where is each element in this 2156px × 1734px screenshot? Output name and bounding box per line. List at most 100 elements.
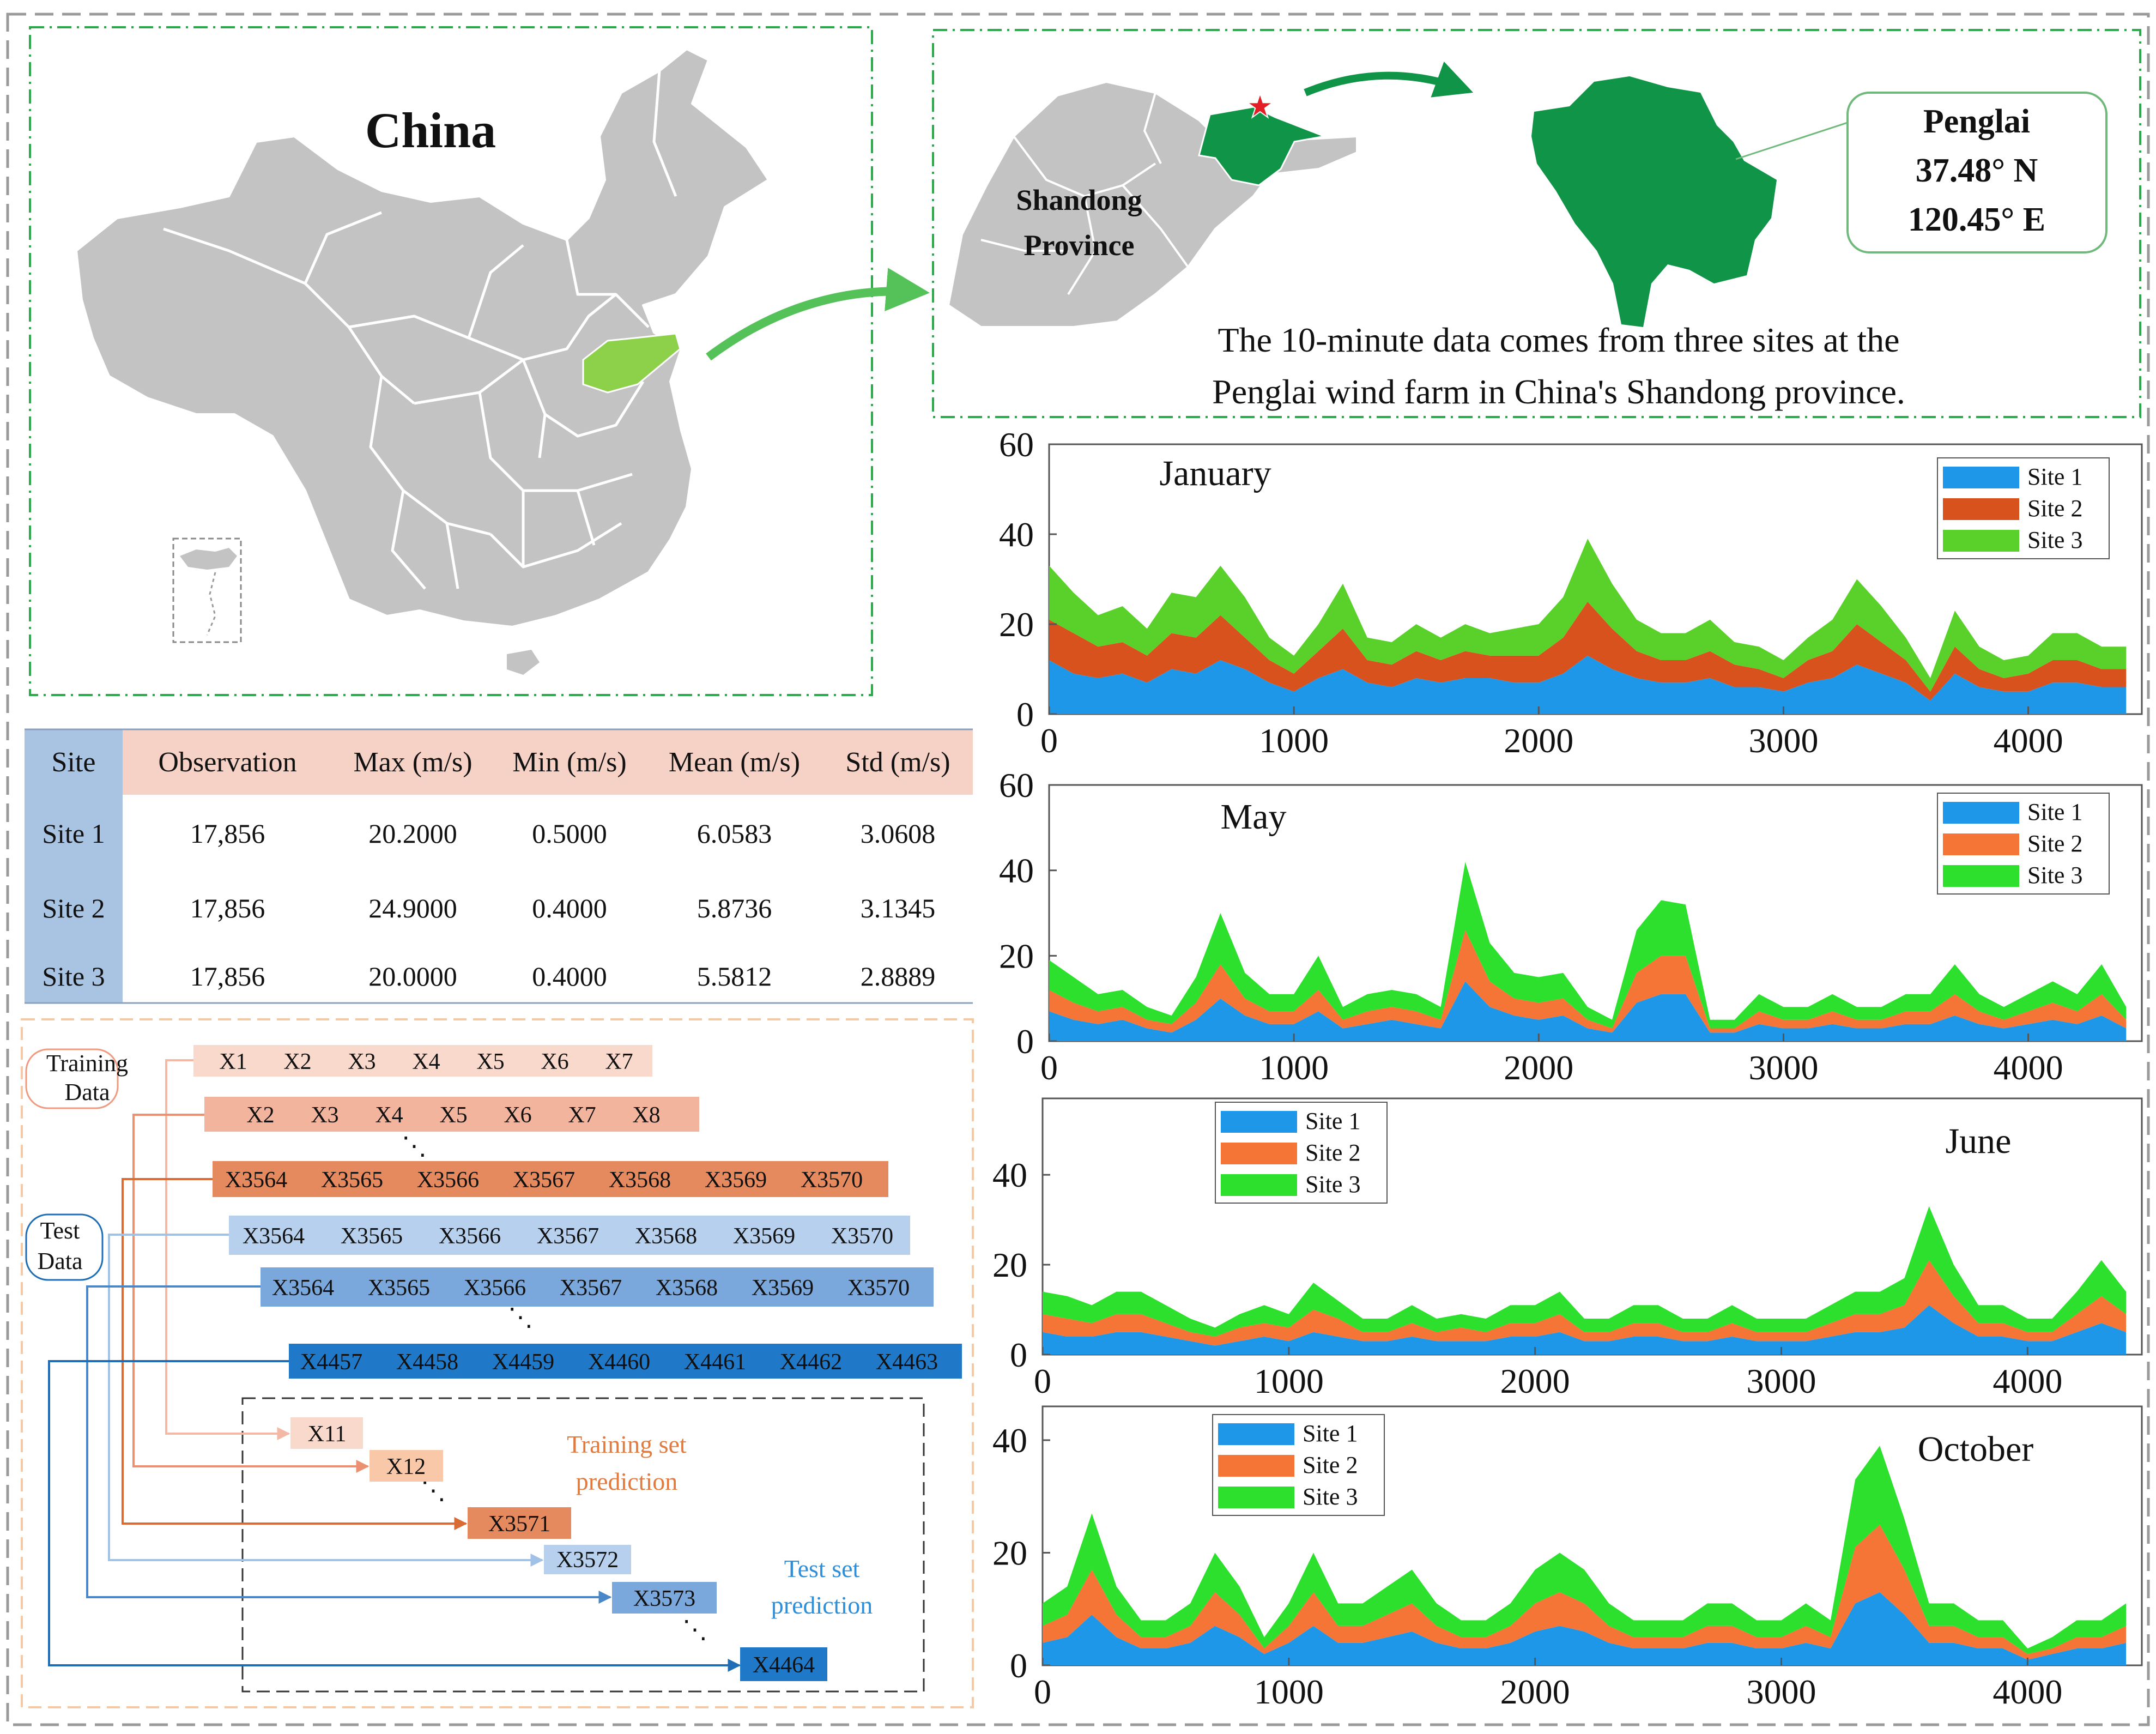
window-row-1: [193, 1045, 652, 1077]
series-area-site-2: [1049, 930, 2127, 1033]
series-area-site-3: [1043, 1446, 2127, 1654]
china-title: China: [365, 102, 496, 158]
series-area-site-2: [1043, 1524, 2127, 1660]
table-cell: 5.8736: [697, 893, 772, 923]
window-cell: X3570: [801, 1168, 863, 1193]
window-cell: X3566: [439, 1224, 501, 1249]
output-box-1: [290, 1417, 363, 1449]
series-area-site-3: [1049, 539, 2127, 692]
site-column-bg: [25, 729, 123, 1003]
chart-legend: Site 1 Site 2 Site 3: [1937, 793, 2110, 895]
shandong-to-penglai-arrow: [1304, 61, 1474, 98]
callout-longitude: 120.45° E: [1908, 201, 2045, 238]
x-tick-label: 1000: [1259, 1048, 1329, 1087]
window-cell: X1: [219, 1049, 247, 1074]
output-box-5: [612, 1582, 717, 1614]
table-header-cell: Std (m/s): [845, 747, 950, 778]
window-cell: X3564: [272, 1276, 334, 1301]
y-tick-label: 40: [992, 1421, 1027, 1460]
chart-title: June: [1946, 1121, 2012, 1161]
x-tick-label: 4000: [1993, 1362, 2062, 1400]
chart-title: October: [1918, 1429, 2034, 1469]
output-label-5: X3573: [633, 1586, 695, 1611]
shandong-panel: ★ Shandong Province Penglai 37.48° N 120…: [932, 29, 2141, 418]
caption-line-1: The 10-minute data comes from three site…: [1218, 321, 1899, 359]
x-tick-label: 1000: [1254, 1362, 1324, 1400]
y-tick-label: 60: [999, 766, 1034, 805]
series-area-site-2: [1049, 601, 2127, 701]
y-tick-label: 0: [1016, 695, 1034, 734]
legend-label: Site 2: [1303, 1452, 1358, 1478]
window-row-3: [213, 1161, 888, 1197]
window-rows: X1 X2 X3 X4 X5 X6 X7 X2 X3 X4 X5 X6 X7 X8 X3564 X3565 X3…: [193, 1045, 962, 1379]
window-row-2: [204, 1097, 699, 1132]
window-cell: X2: [283, 1049, 311, 1074]
output-label-6: X4464: [753, 1653, 815, 1678]
x-tick-label: 2000: [1504, 1048, 1573, 1087]
caption-line-2: Penglai wind farm in China's Shandong pr…: [1212, 372, 1905, 411]
legend-label: Site 1: [1303, 1420, 1358, 1447]
table-cell: 3.1345: [861, 893, 936, 923]
shandong-label-line1: Shandong: [1016, 184, 1142, 216]
connector-row5: [86, 1285, 612, 1604]
x-tick-label: 3000: [1747, 1672, 1816, 1711]
output-box-3: [468, 1507, 571, 1539]
x-tick-label: 3000: [1748, 721, 1818, 760]
series-area-site-1: [1043, 1305, 2127, 1355]
window-cell: X7: [568, 1103, 596, 1128]
output-label-3: X3571: [488, 1512, 550, 1537]
schema-border: [21, 1018, 974, 1708]
window-cell: X2: [246, 1103, 274, 1128]
south-china-sea-inset: [172, 537, 242, 643]
window-cell: X3569: [752, 1276, 814, 1301]
table-cell: 3.0608: [861, 818, 936, 849]
window-row-6: [289, 1344, 962, 1379]
chart-legend: Site 1 Site 2 Site 3: [1215, 1102, 1388, 1204]
table-cell: 0.4000: [532, 961, 607, 992]
connector-row2: [132, 1114, 370, 1473]
table-cell: Site 3: [42, 961, 105, 992]
china-map-shape: [75, 48, 770, 628]
y-tick-label: 20: [992, 1246, 1027, 1284]
legend-label: Site 1: [2027, 463, 2082, 490]
output-box-6: [740, 1647, 827, 1681]
table-header-cell: Max (m/s): [353, 747, 472, 778]
window-cell: X3565: [341, 1224, 403, 1249]
window-cell: X3570: [831, 1224, 893, 1249]
x-tick-label: 3000: [1748, 1048, 1818, 1087]
output-label-1: X11: [308, 1422, 347, 1447]
x-tick-label: 1000: [1254, 1672, 1324, 1711]
connector-row6: [48, 1360, 741, 1672]
window-cell: X3566: [464, 1276, 526, 1301]
chart-legend: Site 1 Site 2 Site 3: [1212, 1414, 1385, 1516]
province-lines: [163, 70, 677, 590]
x-tick-label: 0: [1040, 721, 1058, 760]
site-star: ★: [1245, 88, 1275, 124]
legend-swatch: [1943, 833, 2019, 855]
test-data-label-box: [25, 1213, 104, 1281]
output-label-4: X3572: [556, 1548, 619, 1573]
window-cell: X8: [632, 1103, 660, 1128]
inset-line: [206, 572, 216, 636]
window-cell: X4459: [492, 1350, 554, 1375]
shandong-panel-border: [932, 29, 2141, 418]
legend-swatch: [1943, 467, 2019, 488]
legend-swatch: [1943, 530, 2019, 552]
test-data-label-line1: Test: [40, 1217, 80, 1244]
legend-swatch: [1218, 1423, 1294, 1445]
series-area-site-1: [1043, 1592, 2127, 1665]
window-cell: X3567: [560, 1276, 622, 1301]
window-cell: X3568: [609, 1168, 671, 1193]
legend-label: Site 3: [2027, 862, 2082, 889]
legend-swatch: [1943, 865, 2019, 887]
x-tick-label: 3000: [1747, 1362, 1816, 1400]
window-cell: X3567: [513, 1168, 575, 1193]
legend-label: Site 1: [2027, 799, 2082, 825]
y-tick-label: 0: [1010, 1336, 1027, 1374]
ellipsis-4: ⋱: [682, 1616, 707, 1644]
window-cell: X4457: [300, 1350, 362, 1375]
legend-swatch: [1221, 1143, 1297, 1164]
callout-leader: [1735, 121, 1849, 160]
window-cell: X3569: [705, 1168, 767, 1193]
